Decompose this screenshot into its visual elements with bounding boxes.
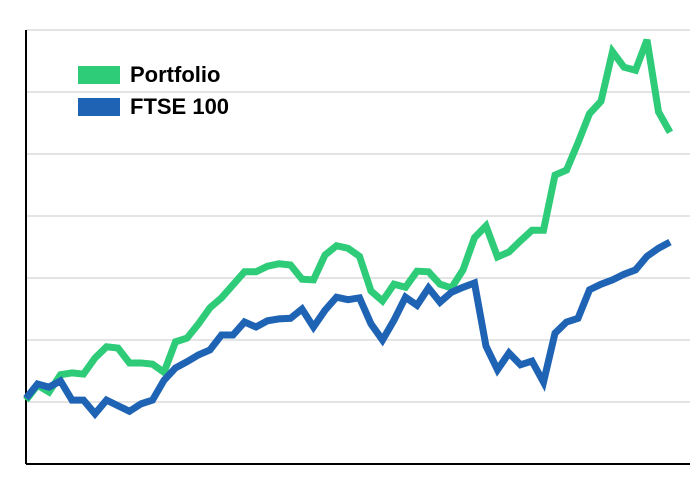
legend-swatch: [78, 98, 120, 116]
legend-label: Portfolio: [130, 62, 220, 87]
line-series: [23, 38, 674, 403]
legend-swatch: [78, 66, 120, 84]
line-series: [23, 238, 672, 420]
legend-label: FTSE 100: [130, 94, 229, 119]
